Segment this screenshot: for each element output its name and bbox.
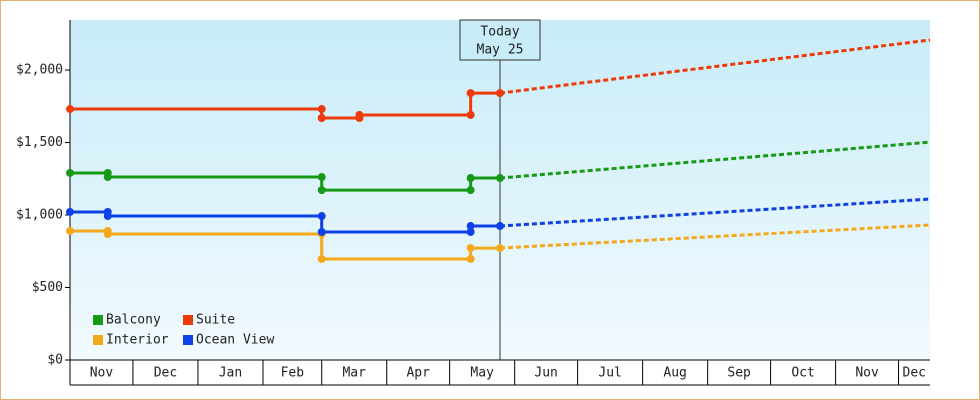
price-point [103,173,112,182]
legend-swatch [93,335,103,345]
price-point [466,244,475,253]
today-label: May 25 [477,43,524,58]
x-tick-label: Mar [342,366,366,381]
price-point [355,110,364,119]
price-point [496,174,504,183]
price-point [466,222,475,231]
price-point [317,173,326,182]
y-tick-label: $500 [32,280,63,295]
x-tick-label: Nov [90,366,114,381]
x-tick-label: Jan [219,366,242,381]
y-tick-label: $1,000 [16,208,63,223]
price-point [496,244,504,253]
legend-swatch [93,315,103,325]
y-tick-label: $2,000 [16,63,63,78]
y-tick-label: $1,500 [16,135,63,150]
x-tick-label: Dec [903,366,926,381]
price-point [466,227,475,236]
today-label: Today [480,25,519,40]
projection-line [499,38,931,95]
x-tick-label: May [470,366,494,381]
today-box [459,19,541,61]
price-point [103,212,112,221]
price-point [317,105,326,114]
price-point [66,105,74,114]
y-tick-label: $0 [47,353,63,368]
price-point [66,168,74,177]
price-point [317,227,326,236]
x-tick-label: Jul [598,366,621,381]
price-point [317,254,326,263]
x-tick-label: Dec [154,366,177,381]
price-point [317,114,326,123]
price-point [66,207,74,216]
price-point [317,212,326,221]
price-point [466,254,475,263]
price-point [496,89,504,98]
price-point [103,230,112,239]
x-tick-label: Nov [855,366,879,381]
price-point [317,186,326,195]
legend-swatch [183,315,193,325]
price-point [496,222,504,231]
legend-label: Balcony [106,313,161,328]
x-tick-label: Oct [791,366,814,381]
legend-swatch [183,335,193,345]
x-tick-label: Feb [281,366,305,381]
price-point [466,89,475,98]
legend-label: Interior [106,333,169,348]
legend-label: Ocean View [196,333,274,348]
price-point [466,174,475,183]
x-tick-label: Jun [534,366,557,381]
price-point [466,110,475,119]
price-point [66,226,74,235]
x-tick-label: Aug [663,366,686,381]
legend-label: Suite [196,313,235,328]
x-tick-label: Apr [406,366,430,381]
price-point [466,186,475,195]
x-tick-label: Sep [727,366,751,381]
